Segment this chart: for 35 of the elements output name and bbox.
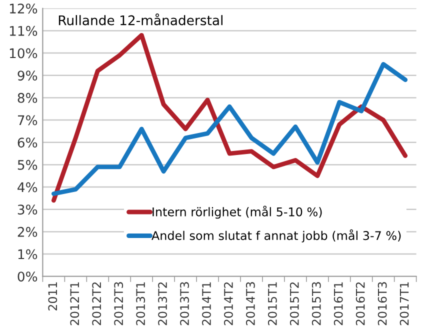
x-tick-label: 2011 (48, 282, 58, 310)
y-tick-label: 8% (18, 92, 38, 103)
x-tick-label: 2013T3 (180, 282, 189, 326)
legend-label: Andel som slutat f annat jobb (mål 3-7 %) (152, 229, 401, 242)
x-tick-label: 2015T3 (312, 282, 321, 326)
y-tick-label: 2% (18, 226, 38, 237)
x-tick-label: 2014T1 (202, 282, 211, 326)
legend-label: Intern rörlighet (mål 5-10 %) (152, 206, 322, 219)
chart-title: Rullande 12-månaderstal (58, 14, 222, 26)
line-series (51, 62, 408, 196)
y-tick-label: 1% (18, 249, 38, 260)
x-tick-label: 2016T3 (378, 282, 387, 326)
x-tick-label: 2014T2 (224, 282, 233, 326)
line-series (51, 32, 408, 203)
y-tick-label: 10% (10, 48, 38, 58)
y-tick-label: 4% (18, 182, 38, 192)
x-tick-label: 2014T3 (246, 282, 255, 326)
x-tick-label: 2013T2 (158, 282, 168, 326)
y-tick-label: 11% (10, 26, 38, 36)
y-tick-label: 6% (18, 138, 38, 148)
y-tick-label: 5% (18, 160, 38, 170)
x-tick-label: 2012T3 (114, 282, 124, 326)
y-tick-label: 12% (10, 4, 38, 14)
x-tick-label: 2015T2 (290, 282, 299, 326)
x-tick-label: 2012T1 (70, 282, 80, 326)
x-tick-label: 2015T1 (268, 282, 277, 326)
x-tick-label: 2012T2 (92, 282, 102, 326)
y-tick-label: 0% (18, 272, 38, 282)
y-tick-label: 3% (18, 204, 38, 215)
x-tick-label: 2013T1 (136, 282, 146, 326)
x-tick-label: 2016T1 (334, 282, 343, 326)
y-tick-label: 9% (18, 70, 38, 81)
y-tick-label: 7% (18, 115, 38, 126)
x-tick-label: 2016T2 (356, 282, 365, 326)
x-tick-label: 2017T1 (400, 282, 409, 326)
